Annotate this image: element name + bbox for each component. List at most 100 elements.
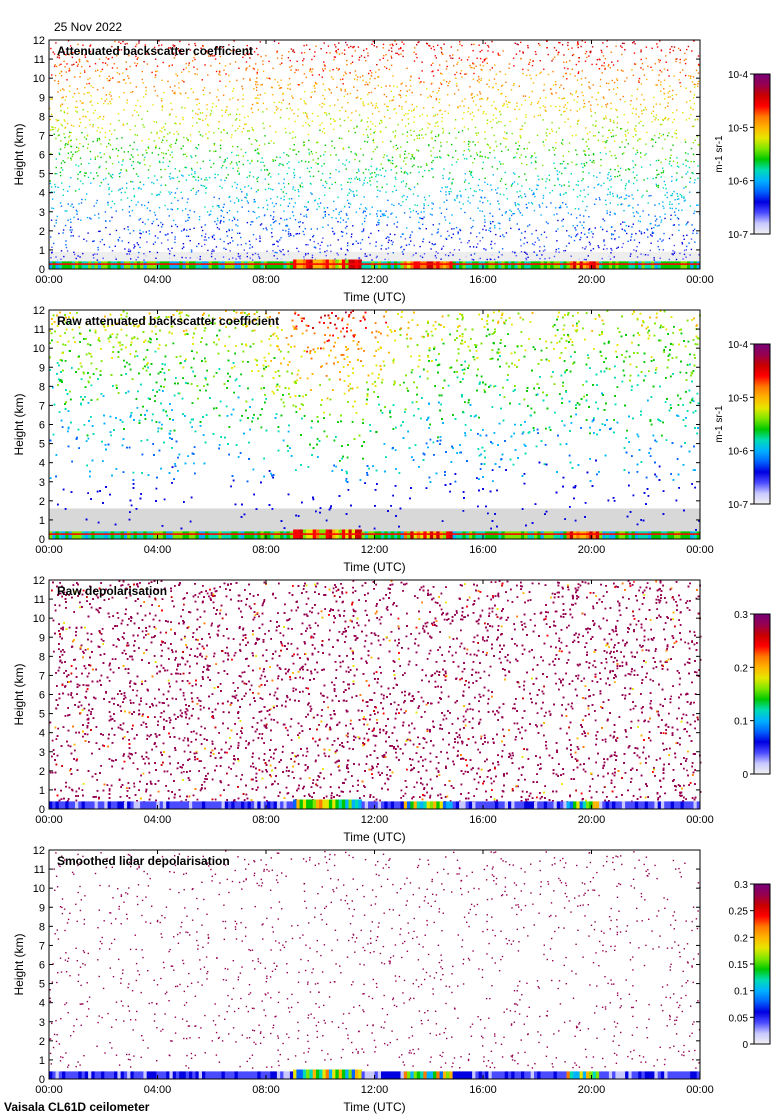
scatter-cell	[519, 135, 521, 138]
scatter-cell	[444, 216, 446, 218]
scatter-cell	[85, 172, 87, 174]
scatter-cell	[449, 188, 452, 190]
scatter-cell	[276, 240, 278, 242]
scatter-cell	[152, 104, 154, 106]
scatter-cell	[211, 106, 214, 108]
scatter-cell	[65, 54, 67, 56]
scatter-cell	[280, 217, 282, 220]
scatter-cell	[665, 61, 667, 63]
scatter-cell	[226, 157, 228, 159]
scatter-cell	[332, 210, 335, 212]
scatter-cell	[575, 184, 578, 186]
scatter-cell	[340, 247, 342, 250]
scatter-cell	[235, 187, 238, 189]
scatter-cell	[553, 84, 555, 86]
colorbar	[753, 73, 771, 235]
boundary-layer-cell	[55, 261, 60, 269]
scatter-cell	[664, 213, 666, 215]
scatter-cell	[445, 208, 448, 210]
scatter-cell	[459, 105, 461, 107]
scatter-cell	[516, 105, 518, 107]
scatter-cell	[278, 42, 280, 44]
scatter-cell	[531, 189, 533, 192]
scatter-cell	[264, 178, 266, 180]
scatter-cell	[298, 151, 300, 153]
scatter-cell	[119, 176, 121, 178]
scatter-cell	[65, 95, 67, 98]
scatter-cell	[444, 254, 447, 256]
scatter-cell	[486, 258, 488, 261]
aerosol-layer-cell	[322, 263, 327, 265]
scatter-cell	[412, 254, 415, 256]
scatter-cell	[472, 141, 474, 143]
scatter-cell	[487, 144, 489, 146]
scatter-cell	[530, 103, 532, 106]
scatter-cell	[590, 110, 592, 112]
scatter-cell	[476, 154, 479, 156]
scatter-cell	[562, 202, 564, 204]
scatter-cell	[114, 245, 116, 247]
scatter-cell	[213, 132, 215, 134]
scatter-cell	[230, 136, 233, 139]
scatter-cell	[503, 236, 505, 238]
scatter-cell	[285, 225, 287, 227]
scatter-cell	[521, 125, 524, 127]
scatter-cell	[288, 118, 290, 120]
scatter-cell	[84, 172, 86, 174]
scatter-cell	[260, 161, 262, 163]
scatter-cell	[565, 245, 568, 247]
scatter-cell	[530, 157, 532, 159]
scatter-cell	[434, 55, 436, 57]
scatter-cell	[405, 101, 407, 103]
scatter-cell	[421, 128, 423, 130]
scatter-cell	[484, 196, 486, 199]
scatter-cell	[331, 145, 333, 147]
scatter-cell	[451, 183, 453, 185]
scatter-cell	[405, 113, 407, 115]
scatter-cell	[182, 153, 185, 156]
scatter-cell	[661, 71, 663, 73]
scatter-cell	[604, 199, 607, 201]
scatter-cell	[110, 95, 112, 97]
scatter-cell	[170, 102, 172, 105]
scatter-cell	[139, 162, 141, 164]
scatter-cell	[471, 111, 474, 114]
scatter-cell	[584, 165, 586, 167]
scatter-cell	[256, 152, 259, 154]
aerosol-layer-cell	[429, 263, 434, 265]
scatter-cell	[338, 170, 340, 173]
boundary-layer-cell	[491, 261, 496, 269]
scatter-cell	[563, 250, 565, 252]
scatter-cell	[635, 211, 638, 213]
scatter-cell	[362, 75, 364, 77]
scatter-cell	[650, 112, 653, 114]
scatter-cell	[681, 196, 683, 198]
scatter-cell	[485, 248, 487, 251]
scatter-cell	[363, 196, 365, 198]
scatter-cell	[89, 77, 91, 79]
scatter-cell	[221, 165, 224, 167]
scatter-cell	[319, 104, 321, 106]
scatter-cell	[169, 172, 171, 175]
scatter-cell	[476, 236, 478, 238]
scatter-cell	[116, 72, 119, 74]
scatter-cell	[562, 225, 564, 227]
scatter-cell	[472, 194, 474, 197]
scatter-cell	[262, 63, 264, 65]
boundary-layer-cell	[185, 261, 190, 269]
scatter-cell	[109, 123, 112, 125]
boundary-layer-cell	[247, 261, 252, 269]
scatter-cell	[98, 217, 100, 219]
scatter-cell	[254, 139, 257, 141]
scatter-cell	[188, 174, 190, 176]
scatter-cell	[698, 64, 700, 67]
scatter-cell	[154, 70, 157, 73]
scatter-cell	[198, 243, 200, 245]
scatter-cell	[475, 65, 477, 67]
scatter-cell	[690, 114, 692, 116]
scatter-cell	[570, 173, 572, 175]
scatter-cell	[384, 258, 386, 261]
scatter-cell	[662, 201, 664, 203]
scatter-cell	[681, 241, 683, 244]
scatter-cell	[567, 41, 569, 44]
